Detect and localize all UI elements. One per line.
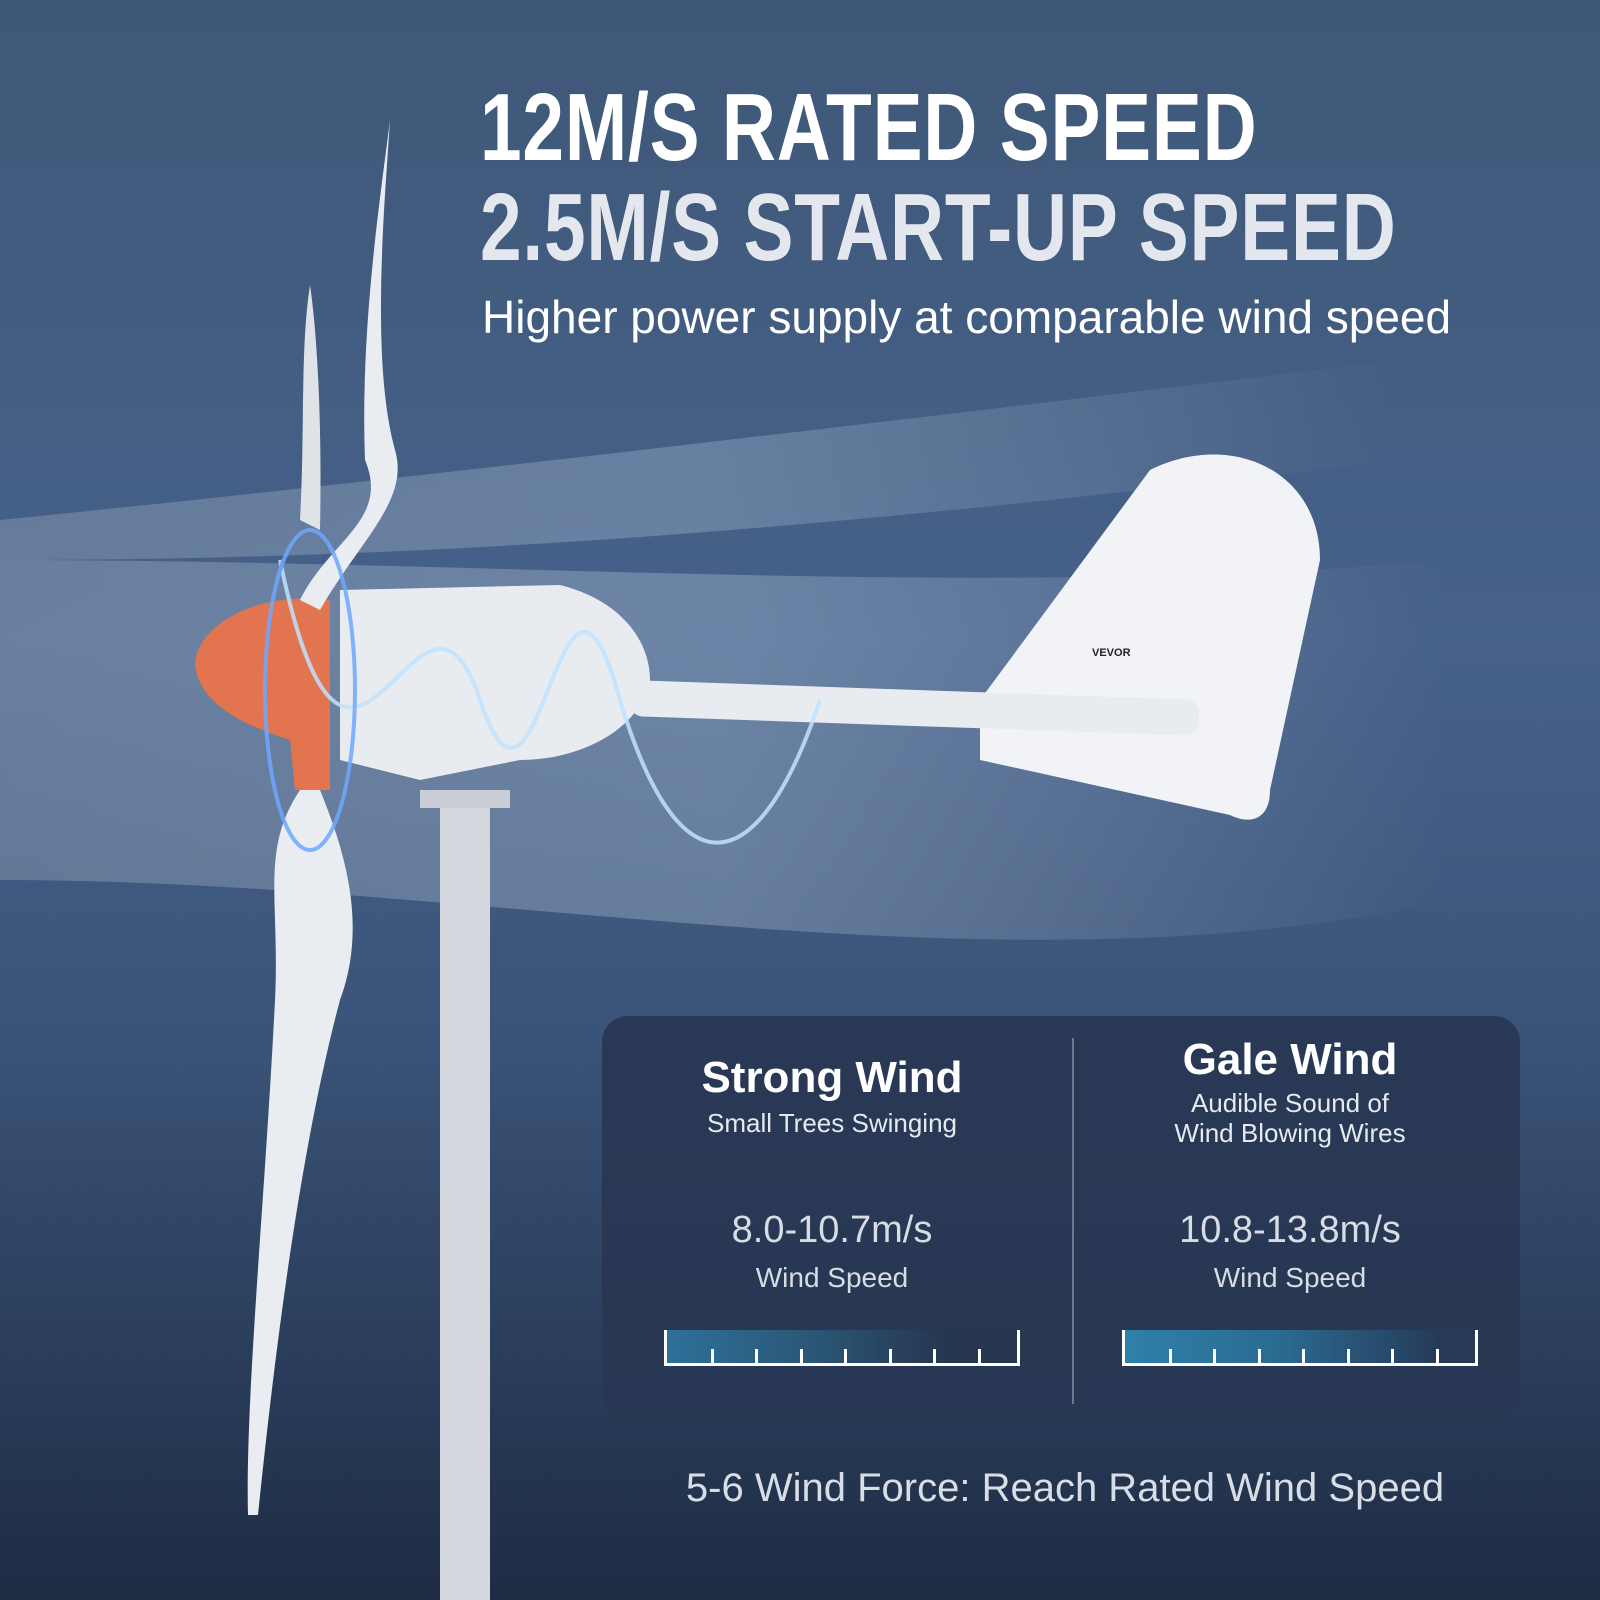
gauge-tick — [977, 1349, 981, 1363]
column-title: Gale Wind — [1182, 1035, 1398, 1084]
strong-wind-column: Strong Wind Small Trees Swinging 8.0-10.… — [602, 1016, 1062, 1366]
wind-speed-label: Wind Speed — [1213, 1262, 1367, 1293]
wind-stream — [0, 360, 1400, 560]
tail-boom — [629, 680, 1200, 736]
blade — [247, 790, 353, 1515]
blade — [300, 285, 321, 530]
headline-subtitle: Higher power supply at comparable wind s… — [482, 291, 1452, 343]
headline-rated-speed: 12M/S RATED SPEED — [480, 74, 1258, 181]
gauge-tick — [755, 1349, 758, 1363]
gauge-tick — [888, 1349, 892, 1363]
gauge-tick — [1213, 1349, 1216, 1363]
gauge-tick — [844, 1349, 847, 1363]
gauge-tick — [1302, 1349, 1305, 1363]
hub — [195, 598, 330, 790]
wind-speed-gauge — [664, 1330, 1020, 1366]
wind-speed-value: 8.0-10.7m/s — [731, 1209, 933, 1251]
column-description: Wind Blowing Wires — [1174, 1118, 1406, 1148]
gauge-tick — [933, 1349, 936, 1363]
gauge-tick — [1257, 1349, 1261, 1363]
gauge-tick — [1435, 1349, 1439, 1363]
tower-pole — [440, 800, 490, 1600]
gauge-tick — [710, 1349, 714, 1363]
footer-note: 5-6 Wind Force: Reach Rated Wind Speed — [685, 1466, 1445, 1510]
wind-speed-gauge — [1122, 1330, 1478, 1366]
column-title: Strong Wind — [701, 1053, 963, 1102]
gale-wind-column: Gale Wind Audible Sound of Wind Blowing … — [1060, 1016, 1520, 1366]
gauge-tick — [1391, 1349, 1394, 1363]
column-divider — [1072, 1038, 1074, 1404]
airflow-spiral — [263, 528, 822, 852]
column-description: Small Trees Swinging — [707, 1108, 957, 1138]
brand-label: VEVOR — [1092, 647, 1131, 659]
gauge-tick — [799, 1349, 803, 1363]
gauge-tick — [1346, 1349, 1350, 1363]
wind-speed-value: 10.8-13.8m/s — [1179, 1209, 1401, 1251]
wind-level-panel: Strong Wind Small Trees Swinging 8.0-10.… — [602, 1016, 1520, 1420]
gauge-tick — [1168, 1349, 1172, 1363]
headline-startup-speed: 2.5M/S START-UP SPEED — [480, 174, 1397, 281]
nacelle — [340, 585, 650, 780]
blade — [300, 120, 398, 610]
column-description: Audible Sound of — [1190, 1088, 1390, 1118]
wind-speed-label: Wind Speed — [755, 1262, 909, 1293]
tail-vane — [980, 454, 1320, 820]
